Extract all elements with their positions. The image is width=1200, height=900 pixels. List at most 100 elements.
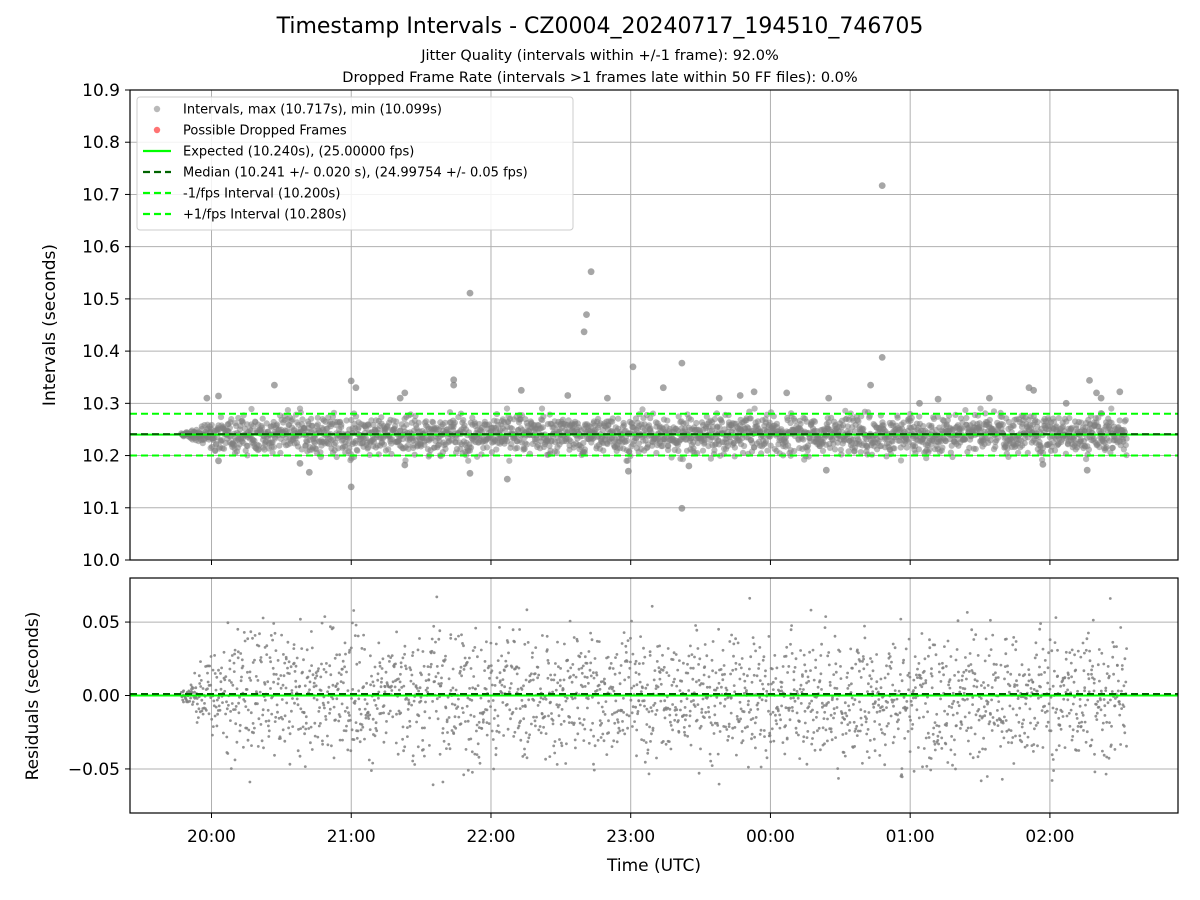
residual-point — [292, 643, 296, 646]
residual-point — [738, 700, 742, 704]
residual-point — [1105, 672, 1109, 675]
residual-point — [409, 668, 413, 672]
residual-point — [1103, 714, 1107, 717]
residual-point — [249, 711, 253, 715]
residual-point — [354, 623, 358, 627]
residual-point — [399, 665, 403, 669]
residual-point — [871, 690, 875, 693]
residual-point — [523, 753, 527, 756]
residual-point — [248, 676, 252, 680]
residual-points — [179, 595, 1128, 787]
residual-point — [247, 728, 251, 732]
residual-point — [566, 669, 570, 673]
residual-point — [950, 735, 953, 738]
residual-point — [514, 707, 518, 710]
residual-point — [217, 696, 221, 700]
interval-point — [1083, 456, 1090, 463]
interval-point — [804, 447, 811, 454]
residual-point — [408, 719, 412, 723]
residual-point — [1077, 721, 1081, 725]
residual-point — [384, 670, 388, 674]
residual-point — [717, 782, 721, 786]
residual-point — [403, 652, 406, 656]
residual-point — [500, 654, 503, 658]
residual-point — [248, 670, 252, 674]
residual-point — [962, 691, 966, 695]
residual-point — [635, 754, 638, 758]
x-tick-label: 00:00 — [746, 827, 795, 847]
residual-point — [1014, 648, 1018, 652]
residual-point — [751, 717, 755, 720]
residual-point — [276, 682, 280, 686]
residual-point — [638, 662, 641, 665]
residual-point — [251, 661, 255, 664]
residual-point — [412, 682, 415, 686]
residual-point — [896, 713, 899, 717]
residual-point — [1006, 670, 1010, 674]
residual-point — [592, 676, 596, 680]
residual-point — [422, 664, 426, 668]
interval-point — [952, 411, 959, 418]
residual-point — [897, 689, 901, 693]
residual-point — [341, 667, 344, 671]
residual-point — [1054, 616, 1058, 619]
residual-point — [935, 712, 939, 716]
interval-point — [1051, 418, 1058, 425]
residual-point — [851, 666, 854, 670]
residual-point — [1043, 711, 1047, 714]
residual-point — [406, 735, 409, 738]
interval-point — [664, 417, 671, 424]
residual-point — [805, 762, 809, 766]
residual-point — [971, 756, 975, 760]
interval-outlier-point — [825, 394, 833, 402]
residual-point — [564, 762, 568, 765]
residual-point — [418, 686, 422, 690]
residual-point — [770, 667, 774, 671]
residual-point — [248, 780, 252, 784]
residual-point — [537, 728, 541, 732]
residual-point — [437, 682, 441, 686]
residual-point — [379, 685, 383, 689]
residual-point — [272, 680, 275, 684]
residual-point — [771, 688, 775, 691]
residual-point — [560, 744, 564, 748]
residual-point — [833, 712, 836, 715]
residual-point — [860, 723, 864, 727]
residual-point — [335, 697, 339, 701]
residual-point — [972, 684, 976, 688]
residual-point — [352, 609, 356, 612]
residual-point — [582, 718, 586, 721]
residual-point — [897, 718, 900, 722]
residual-point — [275, 703, 279, 707]
residual-point — [200, 709, 204, 713]
residual-point — [221, 701, 224, 704]
interval-point — [451, 419, 458, 426]
residual-point — [1075, 717, 1079, 720]
residual-point — [530, 722, 533, 726]
residual-point — [303, 732, 306, 736]
residual-point — [1035, 689, 1039, 693]
residual-point — [994, 676, 998, 680]
residual-point — [862, 667, 866, 671]
residual-point — [506, 727, 510, 731]
residual-point — [887, 722, 890, 725]
residual-point — [634, 659, 638, 663]
residual-point — [1088, 649, 1091, 653]
residual-point — [417, 689, 420, 693]
residual-point — [362, 633, 365, 637]
residual-point — [572, 673, 575, 677]
residual-point — [371, 761, 375, 765]
residual-point — [571, 697, 575, 701]
residual-point — [1123, 731, 1127, 735]
residual-point — [1000, 777, 1004, 781]
residual-point — [308, 669, 312, 673]
residual-point — [675, 684, 679, 688]
interval-point — [731, 444, 739, 451]
residual-point — [1016, 697, 1020, 700]
interval-point — [508, 441, 515, 448]
residual-point — [846, 687, 850, 690]
interval-point — [891, 445, 898, 452]
interval-point — [333, 453, 340, 461]
residual-point — [387, 712, 391, 716]
interval-point — [540, 413, 547, 420]
